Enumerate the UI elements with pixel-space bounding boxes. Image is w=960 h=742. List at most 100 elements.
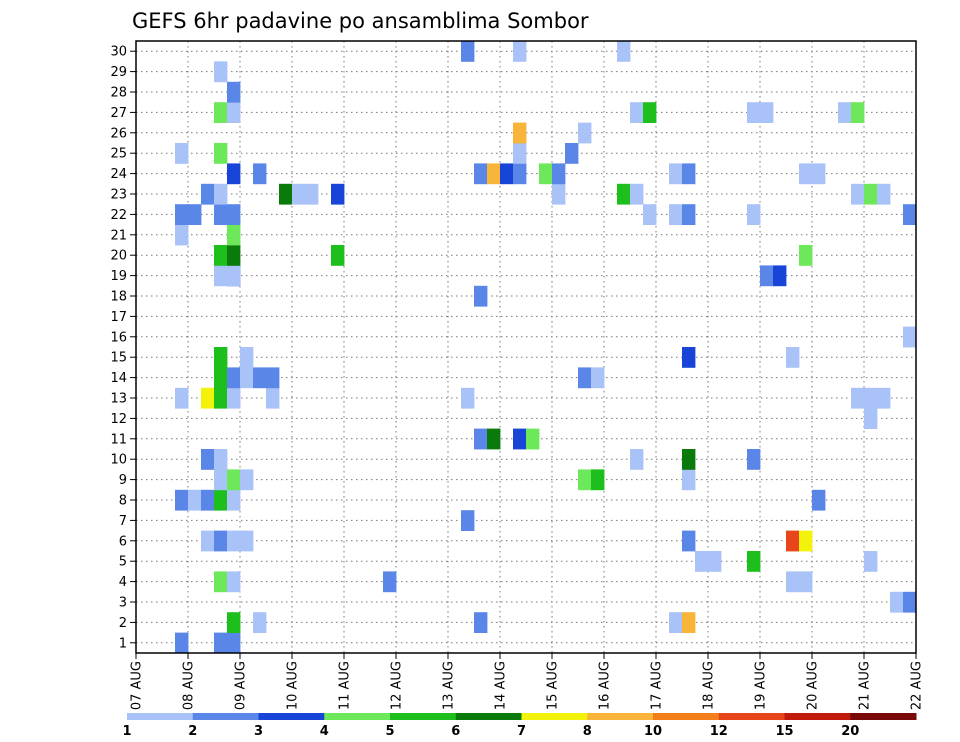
y-tick-label: 23	[110, 188, 127, 203]
heatmap-cell	[864, 408, 878, 429]
heatmap-cell	[227, 469, 241, 491]
x-tick-label: 12 AUG	[390, 661, 405, 710]
heatmap-cell	[253, 367, 267, 389]
colorbar-label: 12	[710, 724, 728, 739]
colorbar-segment	[127, 713, 194, 720]
heatmap-cell	[487, 163, 501, 185]
heatmap-cell	[474, 285, 488, 307]
heatmap-cell	[214, 387, 228, 409]
heatmap-cell	[812, 163, 826, 185]
y-tick-label: 10	[110, 453, 127, 468]
heatmap-cell	[474, 163, 488, 185]
y-tick-label: 9	[119, 473, 127, 488]
y-tick-label: 6	[119, 534, 127, 549]
heatmap-cell	[513, 122, 527, 144]
heatmap-cell	[747, 449, 761, 470]
heatmap-cell	[682, 530, 696, 552]
y-tick-label: 28	[110, 86, 127, 101]
heatmap-cell	[747, 551, 761, 572]
colorbar-label: 8	[583, 724, 592, 739]
heatmap-cell	[175, 387, 189, 409]
x-tick-label: 22 AUG	[910, 661, 925, 710]
heatmap-cell	[227, 632, 241, 654]
heatmap-cell	[799, 530, 813, 552]
heatmap-cell	[240, 367, 254, 389]
heatmap-cell	[864, 183, 878, 205]
heatmap-cell	[253, 163, 267, 185]
heatmap-cell	[539, 163, 553, 185]
heatmap-cell	[214, 183, 228, 205]
heatmap-cell	[240, 530, 254, 552]
heatmap-cell	[526, 428, 540, 450]
y-tick-label: 2	[119, 616, 127, 631]
heatmap-cell	[682, 449, 696, 470]
colorbar-label: 4	[320, 724, 329, 739]
colorbar-segment	[324, 713, 391, 720]
heatmap-cell	[227, 81, 241, 103]
heatmap-cell	[279, 183, 293, 205]
heatmap-cell	[253, 612, 267, 633]
heatmap-cell	[214, 632, 228, 654]
heatmap-cell	[513, 143, 527, 164]
y-tick-label: 5	[119, 555, 127, 570]
heatmap-cell	[175, 224, 189, 246]
y-tick-label: 24	[110, 167, 127, 182]
heatmap-cell	[201, 183, 215, 205]
heatmap-cell	[682, 347, 696, 368]
heatmap-cell	[695, 551, 709, 572]
heatmap-cell	[799, 571, 813, 593]
heatmap-cell	[786, 530, 800, 552]
heatmap-cell	[461, 510, 475, 531]
y-tick-label: 25	[110, 147, 127, 162]
x-tick-label: 18 AUG	[702, 661, 717, 710]
x-tick-label: 07 AUG	[130, 661, 145, 710]
heatmap-cell	[188, 204, 202, 225]
heatmap-cell	[786, 571, 800, 593]
heatmap-cell	[513, 41, 527, 62]
heatmap-cell	[669, 163, 683, 185]
heatmap-cell	[175, 143, 189, 164]
heatmap-cell	[227, 612, 241, 633]
heatmap-cell	[214, 449, 228, 470]
colorbar-label: 20	[841, 724, 859, 739]
heatmap-cell	[201, 387, 215, 409]
heatmap-cell	[877, 387, 891, 409]
heatmap-cell	[747, 102, 761, 123]
y-tick-label: 15	[110, 351, 127, 366]
heatmap-cell	[617, 41, 631, 62]
heatmap-cell	[175, 204, 189, 225]
y-tick-label: 12	[110, 412, 127, 427]
heatmap-cell	[851, 183, 865, 205]
heatmap-cell	[851, 387, 865, 409]
heatmap-cell	[214, 61, 228, 83]
heatmap-cell	[747, 204, 761, 225]
colorbar-label: 10	[644, 724, 662, 739]
y-tick-label: 30	[110, 45, 127, 60]
heatmap-cell	[227, 571, 241, 593]
x-tick-label: 20 AUG	[806, 661, 821, 710]
heatmap-cell	[591, 367, 605, 389]
heatmap-cell	[812, 489, 826, 511]
heatmap-cell	[903, 204, 917, 225]
x-tick-label: 13 AUG	[442, 661, 457, 710]
heatmap-cell	[474, 428, 488, 450]
heatmap-cell	[578, 367, 592, 389]
y-tick-label: 22	[110, 208, 127, 223]
heatmap-cell	[240, 347, 254, 368]
heatmap-cell	[227, 204, 241, 225]
heatmap-cell	[305, 183, 319, 205]
x-tick-label: 10 AUG	[286, 661, 301, 710]
y-tick-label: 8	[119, 494, 127, 509]
colorbar-segment	[850, 713, 917, 720]
y-axis: 1234567891011121314151617181920212223242…	[110, 45, 136, 651]
heatmap-cell	[864, 551, 878, 572]
heatmap-cell	[773, 265, 787, 287]
heatmap-cell	[461, 387, 475, 409]
x-axis: 07 AUG 08 AUG 09 AUG 10 AUG 11 AUG 12 AUG 13 A…	[130, 653, 925, 710]
y-tick-label: 21	[110, 228, 127, 243]
heatmap-cell	[227, 245, 241, 266]
y-tick-label: 27	[110, 106, 127, 121]
colorbar-segment	[192, 713, 259, 720]
colorbar-segment	[390, 713, 457, 720]
